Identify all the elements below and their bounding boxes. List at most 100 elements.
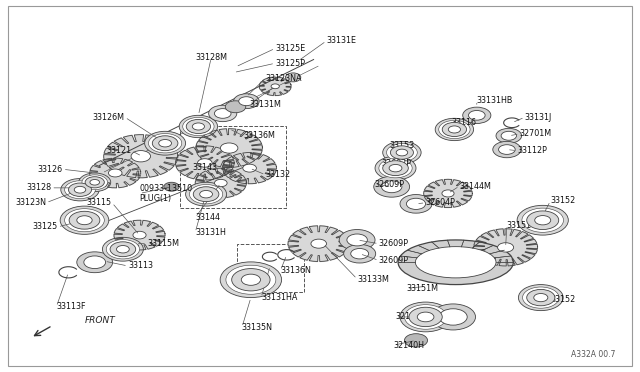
Circle shape [351,248,369,259]
Circle shape [69,211,100,229]
Circle shape [209,105,237,122]
Circle shape [400,302,451,332]
Circle shape [60,206,109,234]
Text: 33131HB: 33131HB [477,96,513,105]
Text: 33131H: 33131H [195,228,226,237]
Bar [237,244,304,292]
Circle shape [375,156,416,180]
Ellipse shape [415,247,496,278]
Circle shape [271,84,279,89]
Circle shape [499,145,515,154]
Circle shape [65,181,95,199]
Text: 33136N: 33136N [280,266,311,275]
Circle shape [189,185,223,204]
Circle shape [522,208,564,232]
Circle shape [159,140,172,147]
Circle shape [404,334,428,347]
Text: 00933-13510
PLUG(1): 00933-13510 PLUG(1) [140,184,193,203]
Circle shape [374,176,410,197]
Circle shape [439,120,470,139]
Text: 33131E: 33131E [326,36,356,45]
Circle shape [396,149,408,156]
Circle shape [535,216,550,225]
Text: 33131J: 33131J [525,113,552,122]
Text: 33121: 33121 [106,146,131,155]
Circle shape [65,209,104,232]
Circle shape [61,179,99,201]
Circle shape [431,304,476,330]
Circle shape [534,294,548,302]
Circle shape [220,262,282,298]
Circle shape [90,180,100,185]
Circle shape [311,239,326,248]
Circle shape [152,136,178,151]
Circle shape [496,128,522,143]
Circle shape [133,231,146,239]
Circle shape [379,158,412,178]
Text: 33112P: 33112P [517,146,547,155]
Circle shape [347,234,367,246]
Text: 33128: 33128 [26,183,51,192]
Text: 33126: 33126 [38,165,63,174]
Circle shape [85,177,104,188]
Polygon shape [196,129,262,167]
Circle shape [232,269,270,291]
Circle shape [102,237,143,261]
Circle shape [148,134,182,153]
Text: 33132: 33132 [266,170,291,179]
Text: 33116: 33116 [451,118,476,127]
Polygon shape [259,77,291,96]
Circle shape [77,216,92,225]
Text: 32701M: 32701M [520,129,552,138]
Text: 32602P: 32602P [381,159,412,168]
Polygon shape [104,135,178,178]
Text: 33128M: 33128M [195,53,227,62]
Text: 33136M: 33136M [243,131,275,140]
Circle shape [442,122,467,137]
Circle shape [527,211,559,230]
Circle shape [226,265,276,294]
Circle shape [116,246,129,253]
Circle shape [192,123,205,130]
Text: 33113: 33113 [128,262,153,270]
Text: 32604P: 32604P [426,198,456,207]
Text: 33131HA: 33131HA [261,293,298,302]
Circle shape [383,161,408,176]
Bar [180,126,286,208]
Circle shape [501,131,516,140]
Text: 33125: 33125 [33,222,58,231]
Circle shape [84,256,106,269]
Circle shape [220,143,238,153]
Text: 33151M: 33151M [406,284,438,293]
Circle shape [381,181,402,193]
Circle shape [198,159,212,167]
Circle shape [442,190,454,197]
Text: 33125E: 33125E [275,44,305,53]
Circle shape [145,131,186,155]
Text: 32609P: 32609P [379,239,409,248]
Circle shape [493,141,521,158]
Circle shape [439,309,467,325]
Text: 33113F: 33113F [56,302,86,311]
Circle shape [448,126,461,133]
Polygon shape [175,146,234,180]
Circle shape [234,94,259,109]
Text: 33144M: 33144M [460,182,492,190]
Text: 33115M: 33115M [147,239,179,248]
Text: 32609P: 32609P [374,180,404,189]
Circle shape [497,243,514,252]
Text: A332A 00.7: A332A 00.7 [572,350,616,359]
Polygon shape [223,153,276,184]
Circle shape [406,198,426,209]
Circle shape [131,151,150,162]
Polygon shape [288,226,349,262]
Text: 33125P: 33125P [275,59,305,68]
Circle shape [400,195,432,213]
Circle shape [435,118,474,141]
Text: 33144: 33144 [195,213,220,222]
Polygon shape [90,158,141,188]
Circle shape [186,182,227,206]
Text: 33126M: 33126M [93,113,125,122]
Text: 33152: 33152 [550,196,575,205]
Polygon shape [114,220,165,250]
